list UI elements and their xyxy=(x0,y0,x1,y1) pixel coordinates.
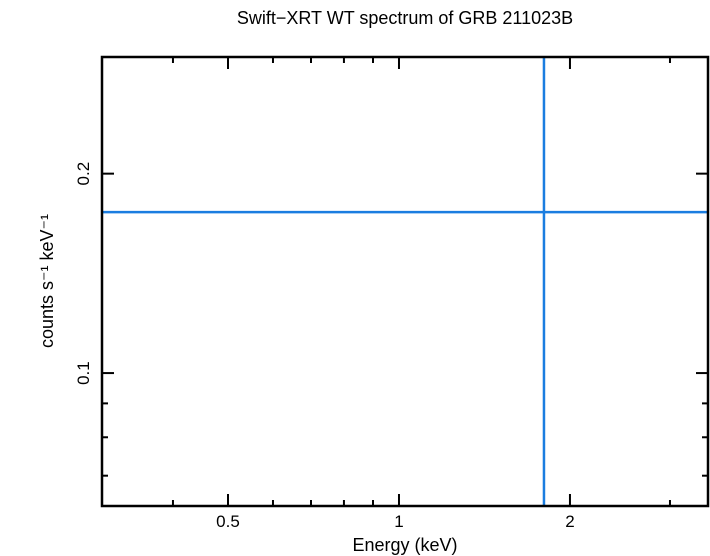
x-axis-label: Energy (keV) xyxy=(352,535,457,555)
y-tick-label: 0.2 xyxy=(74,162,93,186)
y-axis-label: counts s⁻¹ keV⁻¹ xyxy=(37,214,57,348)
plot-frame xyxy=(100,55,710,508)
series-layer xyxy=(102,57,708,506)
chart-title: Swift−XRT WT spectrum of GRB 211023B xyxy=(237,8,573,28)
major-ticks xyxy=(102,57,708,506)
x-tick-label: 0.5 xyxy=(216,512,240,531)
minor-ticks xyxy=(102,57,708,506)
tick-labels: 0.5 1 2 0.1 0.2 xyxy=(74,162,575,531)
x-tick-label: 1 xyxy=(394,512,403,531)
y-tick-label: 0.1 xyxy=(74,361,93,385)
x-tick-label: 2 xyxy=(565,512,574,531)
